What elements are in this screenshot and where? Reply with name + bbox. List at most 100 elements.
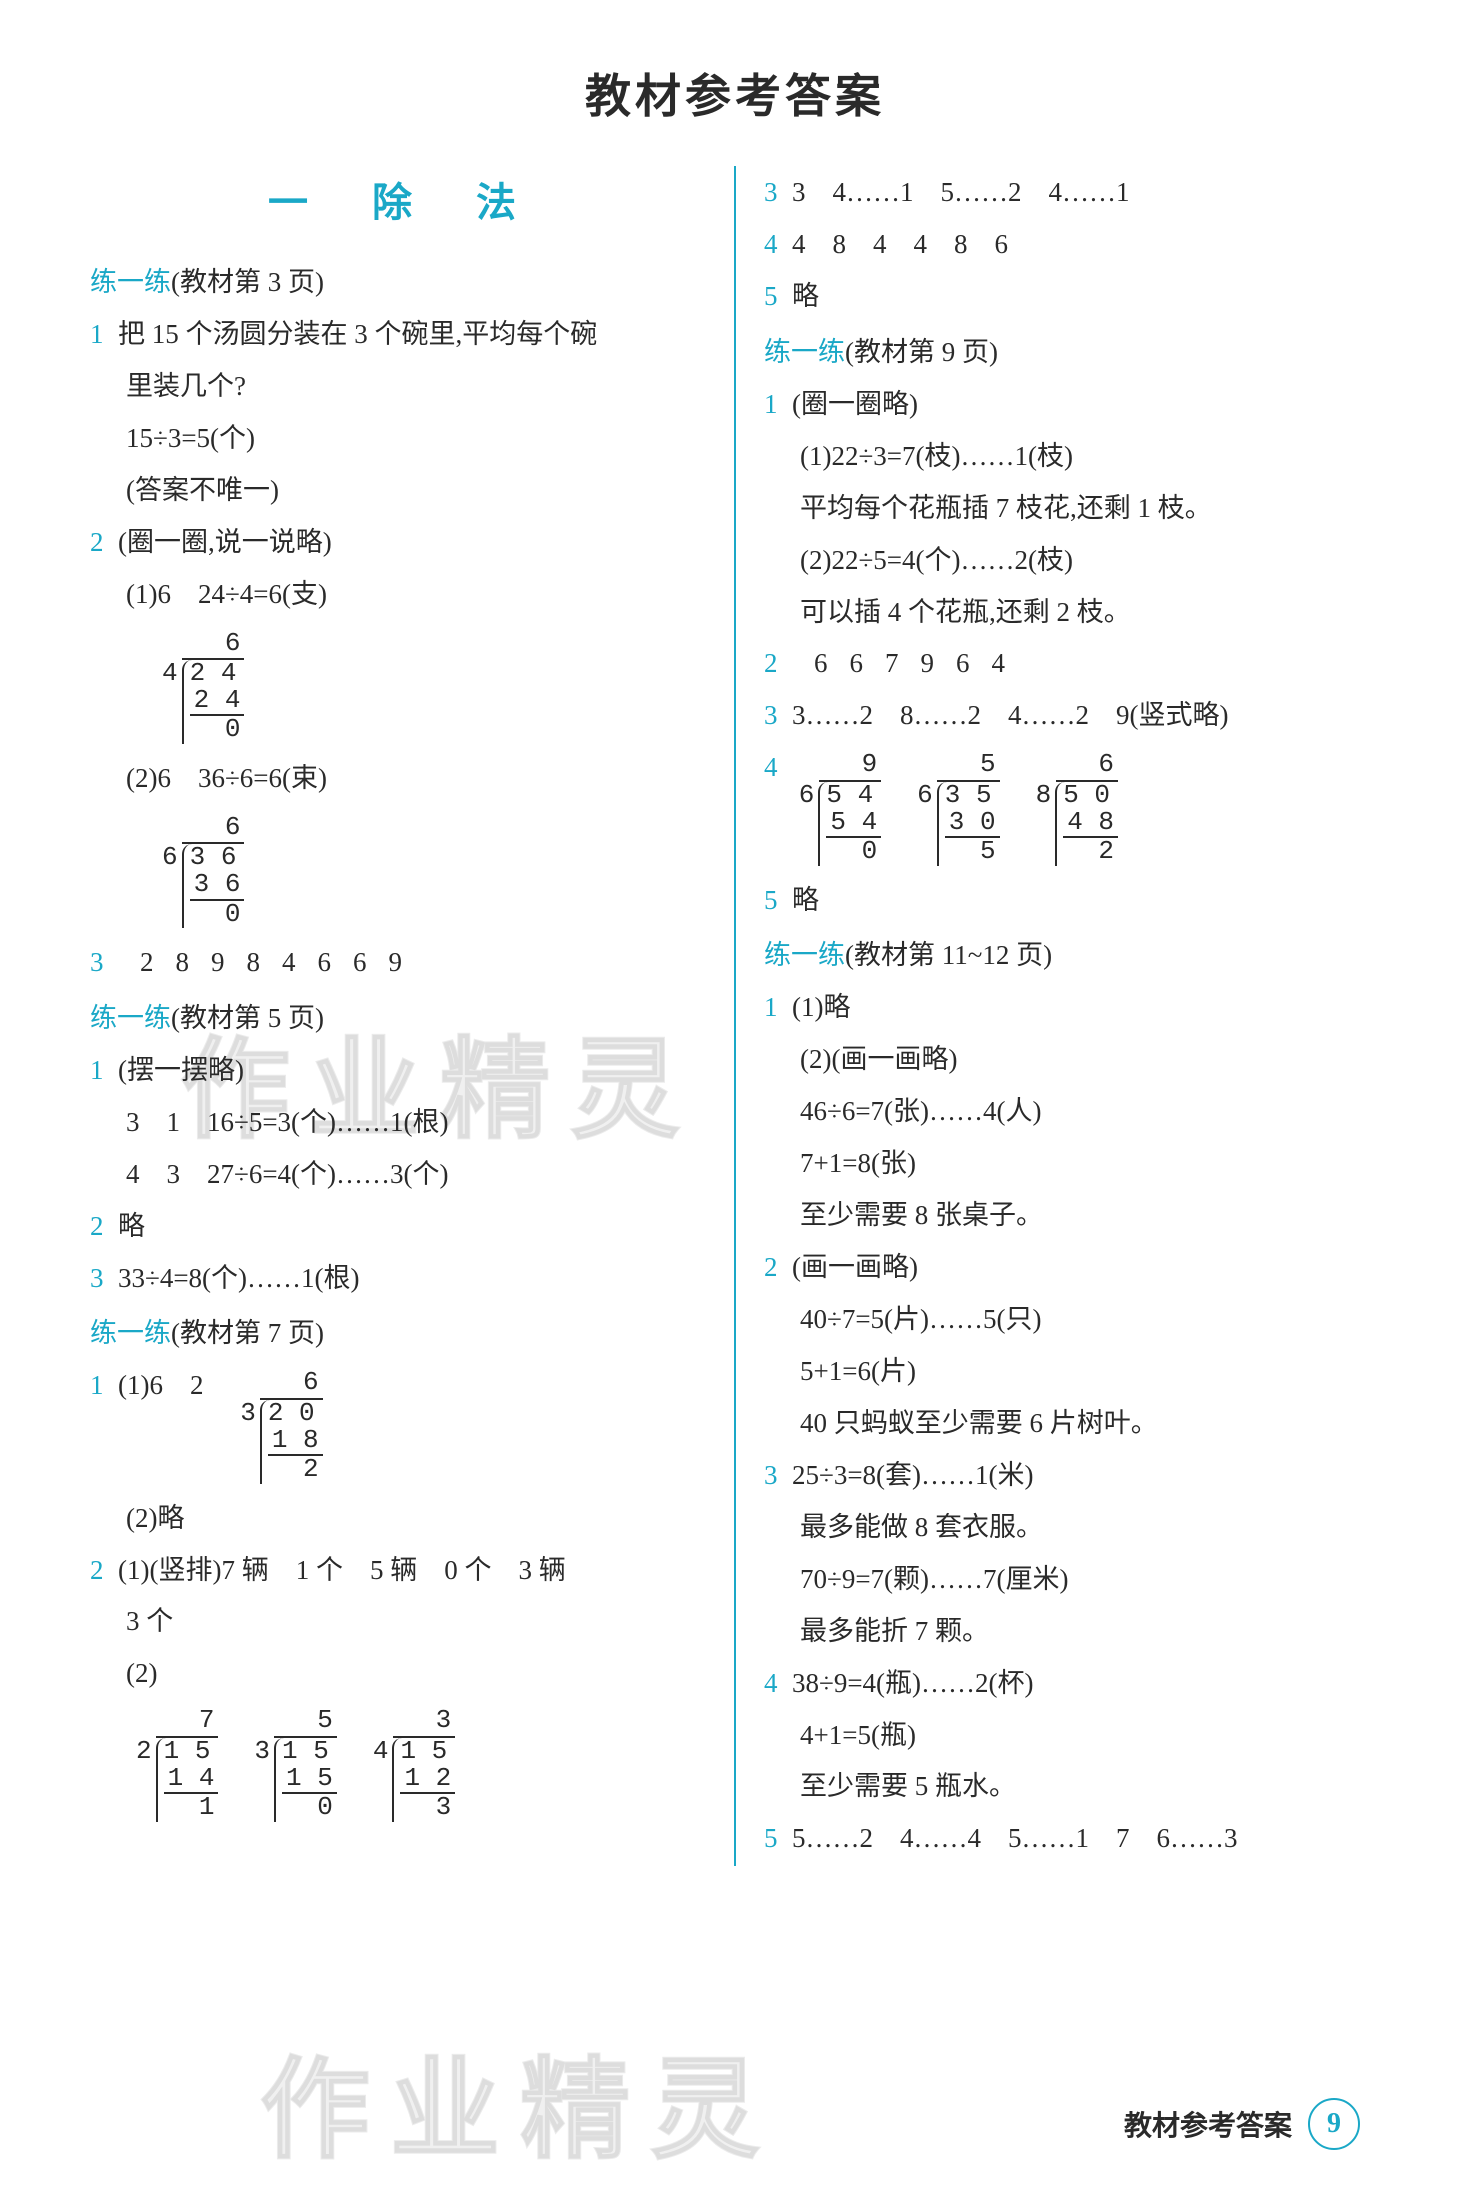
long-division-1: 6 4 2 4 2 4 0 bbox=[90, 622, 706, 752]
dividend: 5 0 bbox=[1063, 782, 1118, 809]
long-division-6: 3 4 1 5 1 2 3 bbox=[373, 1707, 455, 1821]
p5-q3: 333÷4=8(个)……1(根) bbox=[90, 1254, 706, 1304]
val: 2 bbox=[140, 947, 154, 977]
p11-q1e: 至少需要 8 张桌子。 bbox=[764, 1191, 1380, 1241]
long-division-2: 6 6 3 6 3 6 0 bbox=[90, 806, 706, 936]
p9-q2: 2667964 bbox=[764, 639, 1380, 689]
divisor: 8 bbox=[1036, 782, 1056, 866]
quotient: 6 bbox=[182, 814, 244, 844]
step: 4 8 bbox=[1063, 809, 1118, 838]
text: 把 15 个汤圆分装在 3 个碗里,平均每个碗 bbox=[118, 319, 597, 349]
columns: 一 除 法 练一练(教材第 3 页) 1把 15 个汤圆分装在 3 个碗里,平均… bbox=[90, 166, 1380, 1866]
step: 1 bbox=[164, 1794, 219, 1821]
text: 略 bbox=[792, 885, 819, 915]
val: 7 bbox=[885, 648, 899, 678]
section-pages: (教材第 7 页) bbox=[171, 1318, 324, 1348]
section-head-p5: 练一练(教材第 5 页) bbox=[90, 994, 706, 1044]
text: (1)(竖排)7 辆 1 个 5 辆 0 个 3 辆 bbox=[118, 1555, 566, 1585]
val: 6 bbox=[353, 947, 367, 977]
p9-q1d: (2)22÷5=4(个)……2(枝) bbox=[764, 536, 1380, 586]
step: 1 8 bbox=[268, 1427, 323, 1456]
step: 0 bbox=[826, 838, 881, 865]
left-column: 一 除 法 练一练(教材第 3 页) 1把 15 个汤圆分装在 3 个碗里,平均… bbox=[90, 166, 734, 1866]
quotient: 3 bbox=[393, 1707, 455, 1737]
p11-q1d: 7+1=8(张) bbox=[764, 1139, 1380, 1189]
p5-q1c: 4 3 27÷6=4(个)……3(个) bbox=[90, 1150, 706, 1200]
divisor: 2 bbox=[136, 1738, 156, 1822]
section-pages: (教材第 11~12 页) bbox=[845, 940, 1052, 970]
section-name: 练一练 bbox=[764, 337, 845, 367]
val: 8 bbox=[247, 947, 261, 977]
step: 3 6 bbox=[190, 871, 245, 900]
p7-q2c: (2) 7 2 1 5 1 4 1 5 3 bbox=[90, 1649, 706, 1829]
p3-q1-note: (答案不唯一) bbox=[90, 466, 706, 516]
dividend: 1 5 bbox=[400, 1738, 455, 1765]
p11-q4: 438÷9=4(瓶)……2(杯) bbox=[764, 1659, 1380, 1709]
section-name: 练一练 bbox=[90, 1003, 171, 1033]
val: 6 bbox=[318, 947, 332, 977]
divisor: 3 bbox=[254, 1738, 274, 1822]
text: 5……2 4……4 5……1 7 6……3 bbox=[792, 1823, 1238, 1853]
step: 2 4 bbox=[190, 687, 245, 716]
p3-q2-line1: 2(圈一圈,说一说略) bbox=[90, 518, 706, 568]
quotient: 6 bbox=[1056, 751, 1118, 781]
dividend: 5 4 bbox=[826, 782, 881, 809]
section-pages: (教材第 9 页) bbox=[845, 337, 998, 367]
text: 略 bbox=[118, 1211, 145, 1241]
divisor: 4 bbox=[162, 660, 182, 744]
quotient: 7 bbox=[156, 1707, 218, 1737]
p5-q1: 1(摆一摆略) bbox=[90, 1046, 706, 1096]
val: 4 bbox=[282, 947, 296, 977]
long-division-C: 6 8 5 0 4 8 2 bbox=[1036, 751, 1118, 865]
val: 6 bbox=[850, 648, 864, 678]
long-division-4: 7 2 1 5 1 4 1 bbox=[136, 1707, 218, 1821]
text: 4 8 4 4 8 6 bbox=[792, 229, 1008, 259]
text: (圈一圈,说一说略) bbox=[118, 527, 332, 557]
p9-q3: 33……2 8……2 4……2 9(竖式略) bbox=[764, 691, 1380, 741]
val: 4 bbox=[992, 648, 1006, 678]
dividend: 3 6 bbox=[190, 844, 245, 871]
section-head-p3: 练一练(教材第 3 页) bbox=[90, 258, 706, 308]
p11-q2c: 5+1=6(片) bbox=[764, 1347, 1380, 1397]
p7-q1a: 1(1)6 2 6 3 2 0 1 8 2 bbox=[90, 1361, 706, 1491]
text: 25÷3=8(套)……1(米) bbox=[792, 1460, 1034, 1490]
dividend: 3 5 bbox=[945, 782, 1000, 809]
val: 8 bbox=[176, 947, 190, 977]
text: (2) bbox=[126, 1658, 157, 1688]
p11-q3c: 70÷9=7(颗)……7(厘米) bbox=[764, 1555, 1380, 1605]
section-head-p7: 练一练(教材第 7 页) bbox=[90, 1309, 706, 1359]
divisor: 6 bbox=[162, 844, 182, 928]
divisor: 4 bbox=[373, 1738, 393, 1822]
p11-q3: 325÷3=8(套)……1(米) bbox=[764, 1451, 1380, 1501]
val: 9 bbox=[389, 947, 403, 977]
long-division-B: 5 6 3 5 3 0 5 bbox=[917, 751, 999, 865]
quotient: 5 bbox=[274, 1707, 336, 1737]
section-pages: (教材第 5 页) bbox=[171, 1003, 324, 1033]
p3-q3: 328984669 bbox=[90, 938, 706, 988]
step: 0 bbox=[190, 716, 245, 743]
text: 38÷9=4(瓶)……2(杯) bbox=[792, 1668, 1034, 1698]
val: 9 bbox=[211, 947, 225, 977]
p3-q2-sub1: (1)6 24÷4=6(支) bbox=[90, 570, 706, 620]
dividend: 1 5 bbox=[282, 1738, 337, 1765]
text: (画一画略) bbox=[792, 1252, 918, 1282]
quotient: 9 bbox=[819, 751, 881, 781]
p7-q1b: (2)略 bbox=[90, 1494, 706, 1544]
section-pages: (教材第 3 页) bbox=[171, 267, 324, 297]
p11-q2d: 40 只蚂蚁至少需要 6 片树叶。 bbox=[764, 1399, 1380, 1449]
section-name: 练一练 bbox=[90, 1318, 171, 1348]
p11-q2: 2(画一画略) bbox=[764, 1243, 1380, 1293]
p9-q1e: 可以插 4 个花瓶,还剩 2 枝。 bbox=[764, 588, 1380, 638]
footer: 教材参考答案 9 bbox=[1124, 2098, 1360, 2150]
step: 1 4 bbox=[164, 1765, 219, 1794]
top-q5: 5略 bbox=[764, 272, 1380, 322]
long-division-5: 5 3 1 5 1 5 0 bbox=[254, 1707, 336, 1821]
p3-q1-line1: 1把 15 个汤圆分装在 3 个碗里,平均每个碗 bbox=[90, 310, 706, 360]
p9-q4: 4 9 6 5 4 5 4 0 5 6 bbox=[764, 743, 1380, 873]
step: 5 bbox=[945, 838, 1000, 865]
step: 2 bbox=[268, 1456, 323, 1483]
text: 33÷4=8(个)……1(根) bbox=[118, 1263, 360, 1293]
divisor: 3 bbox=[240, 1400, 260, 1484]
dividend: 2 0 bbox=[268, 1400, 323, 1427]
step: 2 bbox=[1063, 838, 1118, 865]
